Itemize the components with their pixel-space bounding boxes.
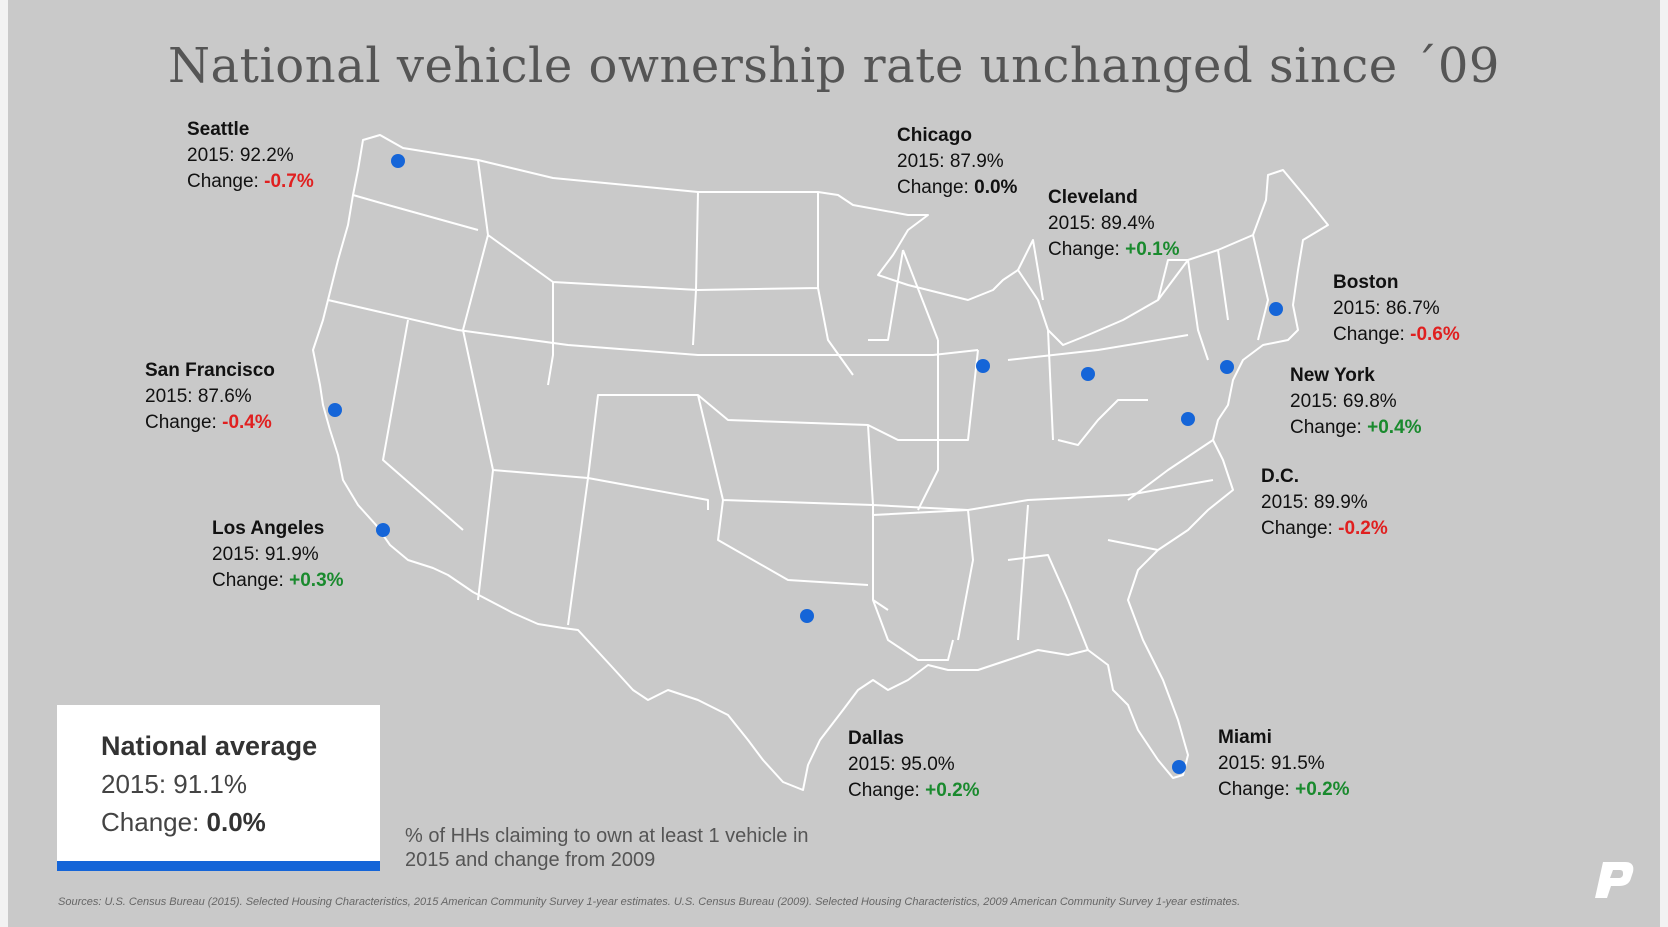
marker-seattle — [391, 154, 405, 168]
city-change: Change: -0.7% — [187, 171, 314, 192]
city-2015-value: 2015: 92.2% — [187, 145, 294, 166]
national-average-title: National average — [101, 731, 318, 761]
city-label-dc: D.C. 2015: 89.9% Change: -0.2% — [1261, 464, 1388, 542]
city-change: Change: -0.4% — [145, 412, 272, 433]
national-average-box: National average 2015: 91.1% Change: 0.0… — [57, 705, 380, 871]
slide: National vehicle ownership rate unchange… — [8, 0, 1660, 927]
marker-dallas — [800, 609, 814, 623]
marker-san-francisco — [328, 403, 342, 417]
city-2015-value: 2015: 87.6% — [145, 386, 252, 407]
city-2015-value: 2015: 91.9% — [212, 544, 319, 565]
national-average-change: Change: 0.0% — [101, 807, 266, 837]
city-change: Change: +0.3% — [212, 570, 344, 591]
marker-chicago — [976, 359, 990, 373]
city-change: Change: +0.2% — [848, 780, 980, 801]
legend-note: % of HHs claiming to own at least 1 vehi… — [405, 825, 809, 871]
marker-new-york — [1220, 360, 1234, 374]
marker-cleveland — [1081, 367, 1095, 381]
city-name: Cleveland — [1048, 187, 1138, 208]
city-change: Change: +0.2% — [1218, 779, 1350, 800]
city-label-dallas: Dallas 2015: 95.0% Change: +0.2% — [848, 726, 980, 804]
city-label-san-francisco: San Francisco 2015: 87.6% Change: -0.4% — [145, 358, 275, 436]
city-name: San Francisco — [145, 360, 275, 381]
city-name: Los Angeles — [212, 518, 325, 539]
p-logo-icon — [1593, 858, 1637, 907]
us-map — [312, 134, 1329, 791]
city-name: D.C. — [1261, 466, 1299, 487]
city-2015-value: 2015: 91.5% — [1218, 753, 1325, 774]
city-name: Seattle — [187, 119, 250, 140]
national-average-accent-bar — [57, 861, 380, 871]
national-average-2015: 2015: 91.1% — [101, 769, 248, 799]
city-label-new-york: New York 2015: 69.8% Change: +0.4% — [1290, 363, 1422, 441]
city-change: Change: 0.0% — [897, 177, 1018, 198]
city-2015-value: 2015: 86.7% — [1333, 298, 1440, 319]
city-2015-value: 2015: 89.4% — [1048, 213, 1155, 234]
city-2015-value: 2015: 69.8% — [1290, 391, 1397, 412]
city-label-seattle: Seattle 2015: 92.2% Change: -0.7% — [187, 117, 314, 195]
city-2015-value: 2015: 95.0% — [848, 754, 955, 775]
page-title: National vehicle ownership rate unchange… — [168, 38, 1500, 94]
city-2015-value: 2015: 89.9% — [1261, 492, 1368, 513]
city-name: Boston — [1333, 272, 1399, 293]
city-label-chicago: Chicago 2015: 87.9% Change: 0.0% — [897, 123, 1017, 201]
city-name: Miami — [1218, 727, 1272, 748]
city-2015-value: 2015: 87.9% — [897, 151, 1004, 172]
marker-dc — [1181, 412, 1195, 426]
city-label-los-angeles: Los Angeles 2015: 91.9% Change: +0.3% — [212, 516, 344, 594]
marker-miami — [1172, 760, 1186, 774]
state-lines — [327, 159, 1269, 661]
city-change: Change: +0.4% — [1290, 417, 1422, 438]
sources-footnote: Sources: U.S. Census Bureau (2015). Sele… — [58, 896, 1241, 908]
city-label-cleveland: Cleveland 2015: 89.4% Change: +0.1% — [1048, 185, 1180, 263]
city-change: Change: -0.2% — [1261, 518, 1388, 539]
city-name: Dallas — [848, 728, 904, 749]
city-name: New York — [1290, 365, 1375, 386]
marker-los-angeles — [376, 523, 390, 537]
city-markers — [328, 154, 1283, 774]
city-change: Change: +0.1% — [1048, 239, 1180, 260]
city-change: Change: -0.6% — [1333, 324, 1460, 345]
city-label-miami: Miami 2015: 91.5% Change: +0.2% — [1218, 725, 1350, 803]
city-label-boston: Boston 2015: 86.7% Change: -0.6% — [1333, 270, 1460, 348]
city-name: Chicago — [897, 125, 972, 146]
marker-boston — [1269, 302, 1283, 316]
